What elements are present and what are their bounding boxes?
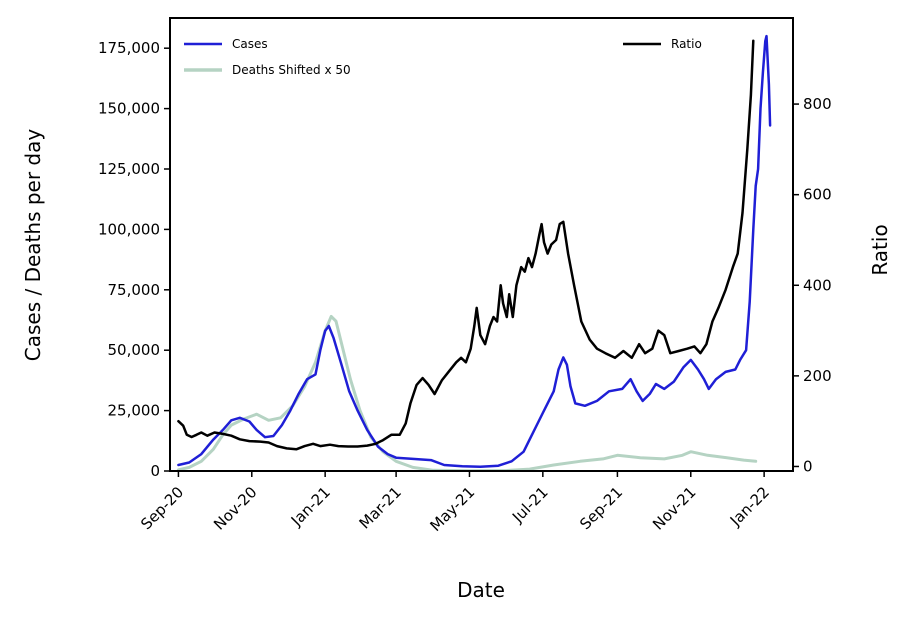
y2-tick-label: 600: [803, 186, 832, 204]
y2-tick-label: 800: [803, 95, 832, 113]
legend-label: Deaths Shifted x 50: [232, 63, 351, 77]
x-axis-title: Date: [457, 578, 505, 602]
y2-axis-title: Ratio: [868, 224, 892, 275]
y-tick-label: 0: [150, 462, 160, 480]
y2-tick-label: 400: [803, 276, 832, 294]
y-tick-label: 175,000: [98, 39, 160, 57]
y-tick-label: 25,000: [108, 402, 161, 420]
plot-frame: [169, 17, 794, 472]
series-layer: [176, 34, 772, 471]
y2-tick-label: 200: [803, 367, 832, 385]
series-line-ratio: [177, 39, 755, 451]
y-axis-title: Cases / Deaths per day: [21, 129, 45, 362]
y-tick-label: 75,000: [108, 281, 161, 299]
y-tick-label: 150,000: [98, 100, 160, 118]
y-tick-label: 125,000: [98, 160, 160, 178]
y2-tick-label: 0: [803, 457, 813, 475]
series-line-cases: [177, 34, 772, 468]
y-tick-label: 50,000: [108, 341, 161, 359]
legend-label: Ratio: [671, 37, 702, 51]
y-tick-label: 100,000: [98, 220, 160, 238]
legend-layer: Cases Deaths Shifted x 50 Ratio: [184, 37, 702, 77]
legend-label: Cases: [232, 37, 268, 51]
